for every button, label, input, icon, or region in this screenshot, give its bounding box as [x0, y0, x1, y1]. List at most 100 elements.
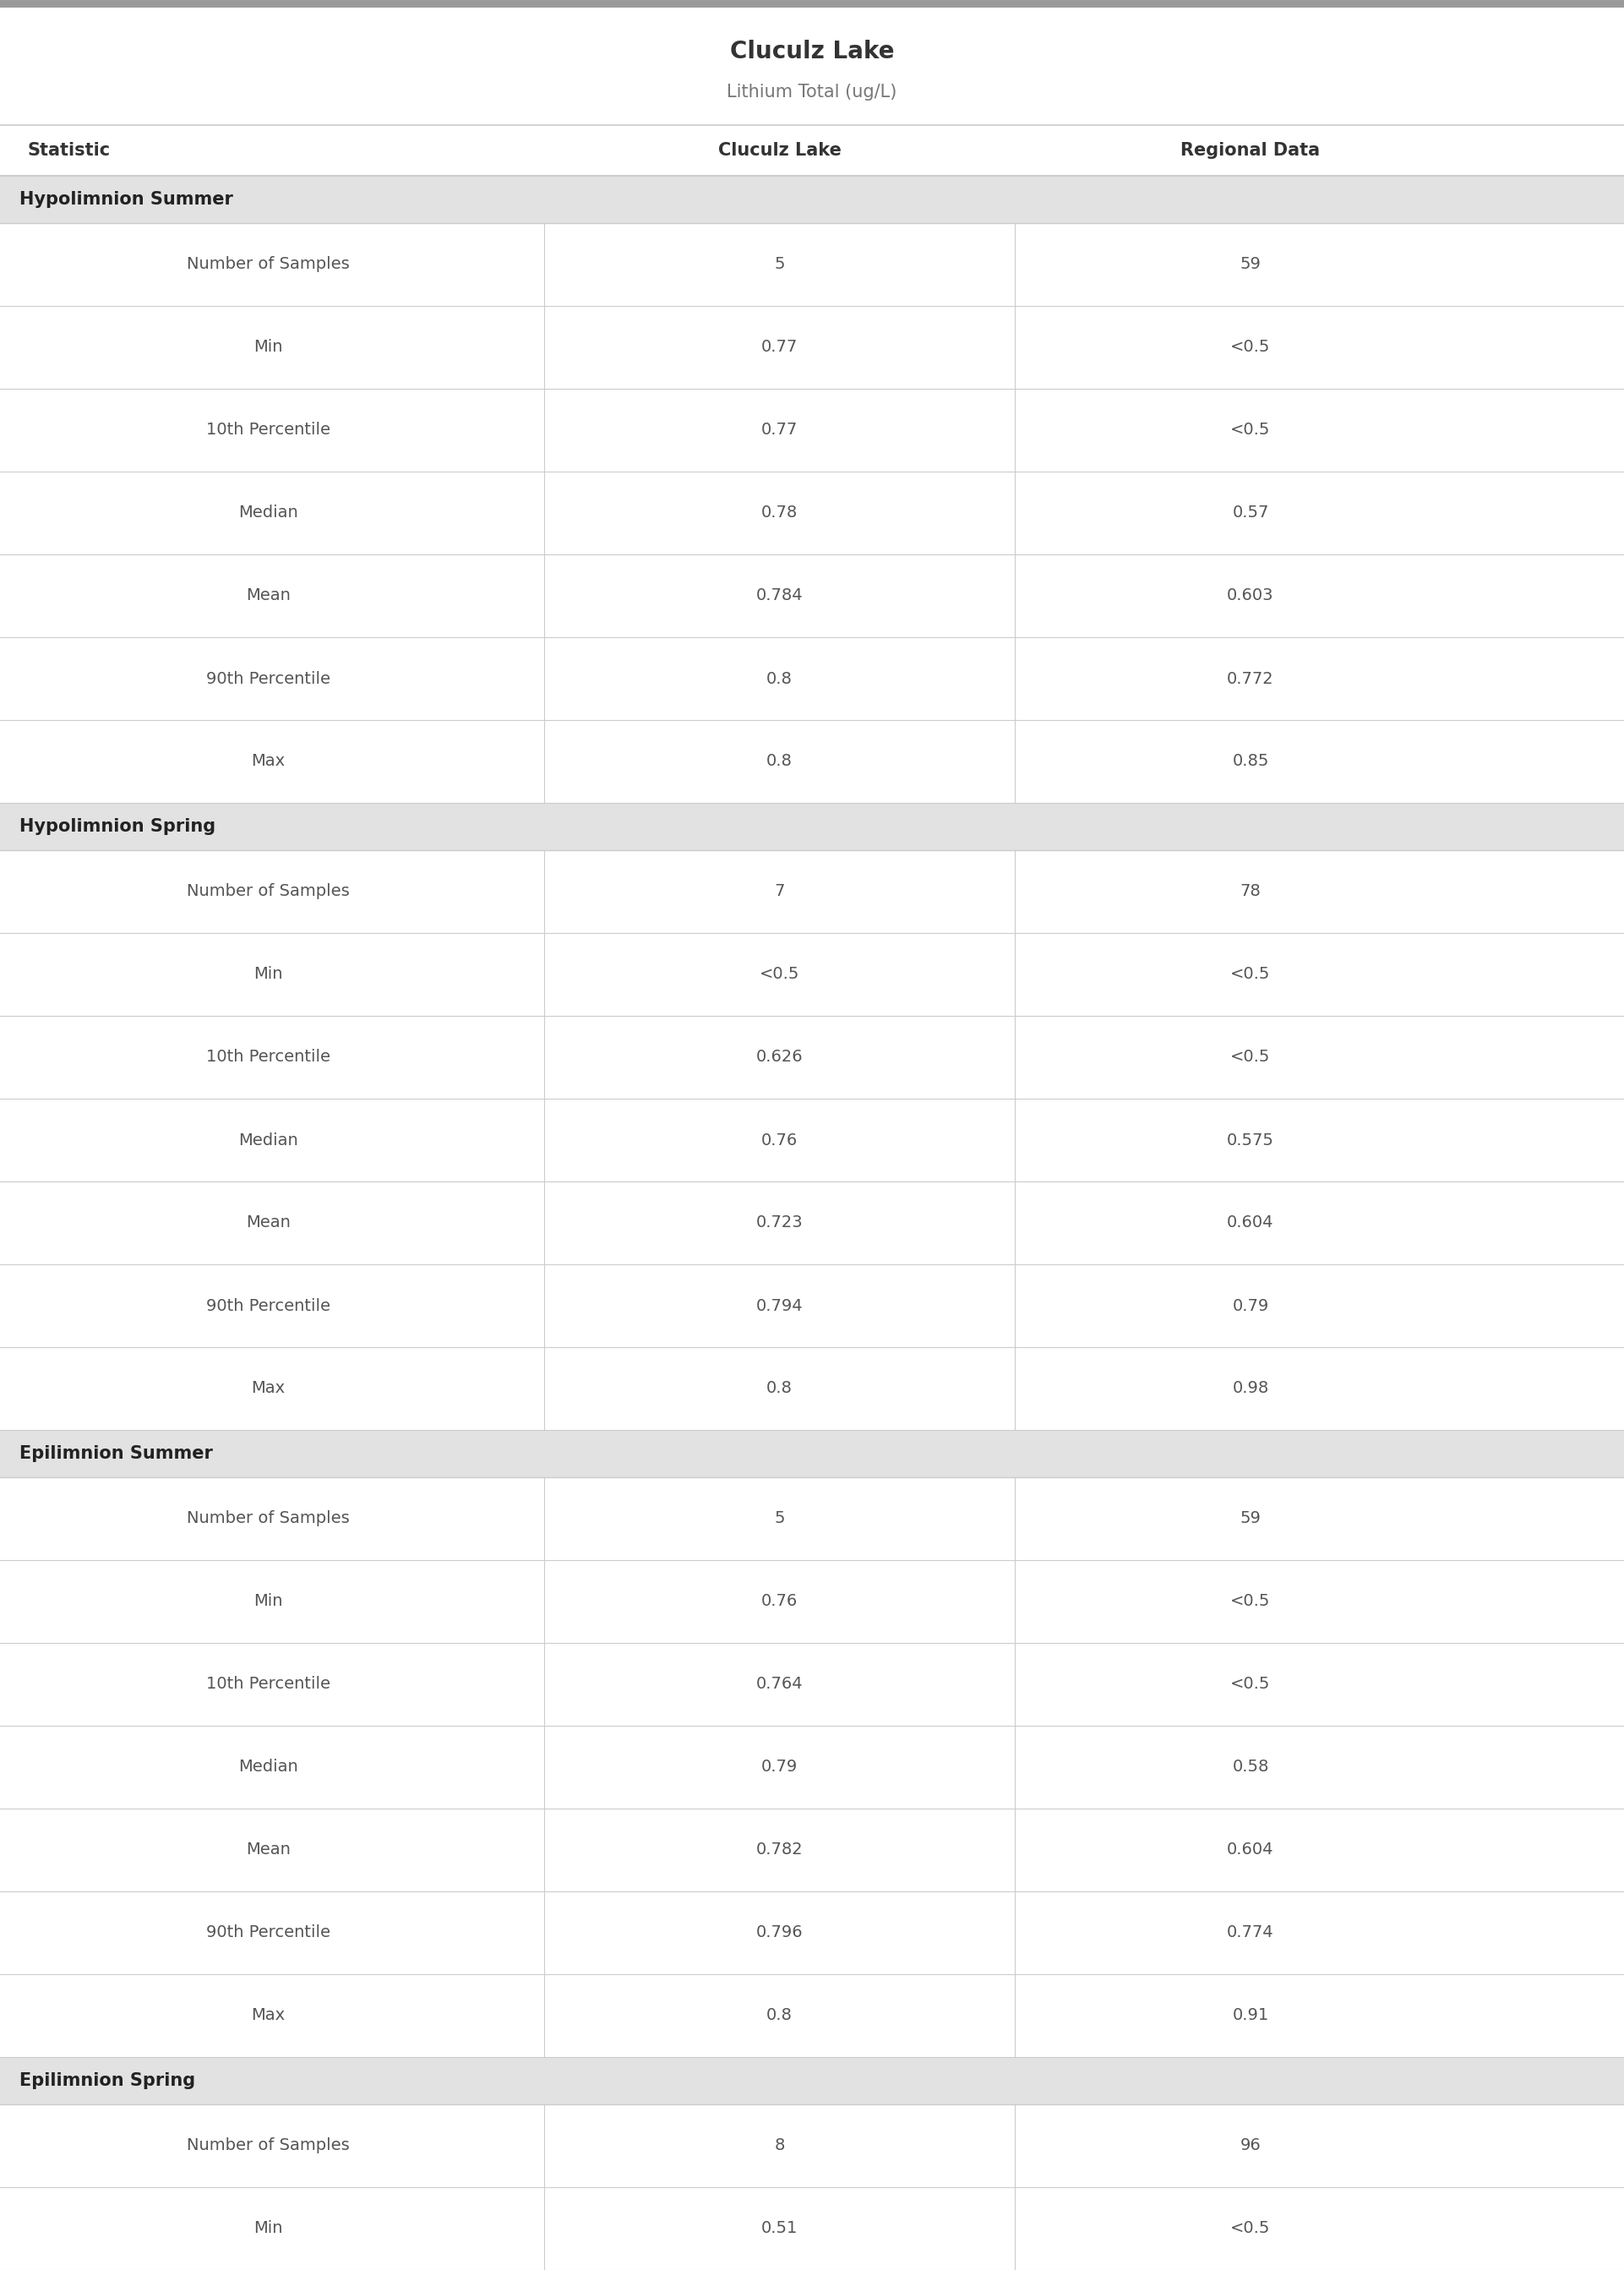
Text: Epilimnion Summer: Epilimnion Summer	[19, 1446, 213, 1462]
Text: 0.91: 0.91	[1233, 2007, 1268, 2023]
Text: 90th Percentile: 90th Percentile	[206, 670, 330, 686]
Text: 0.79: 0.79	[762, 1759, 797, 1775]
Text: Hypolimnion Spring: Hypolimnion Spring	[19, 817, 216, 835]
Text: 7: 7	[775, 883, 784, 899]
Text: <0.5: <0.5	[1231, 2220, 1270, 2236]
Text: 0.8: 0.8	[767, 670, 793, 686]
Text: 90th Percentile: 90th Percentile	[206, 1298, 330, 1314]
Text: Min: Min	[253, 1594, 283, 1609]
Bar	[0, 2104, 1624, 2188]
Text: 0.77: 0.77	[762, 422, 797, 438]
Text: Number of Samples: Number of Samples	[187, 1510, 349, 1528]
Text: Min: Min	[253, 2220, 283, 2236]
Text: 0.723: 0.723	[757, 1214, 802, 1230]
Text: <0.5: <0.5	[760, 967, 799, 983]
Text: 5: 5	[775, 1510, 784, 1528]
Text: 0.57: 0.57	[1233, 504, 1268, 522]
Text: 96: 96	[1241, 2138, 1260, 2154]
Text: <0.5: <0.5	[1231, 1049, 1270, 1065]
Text: Statistic: Statistic	[28, 143, 110, 159]
Text: Median: Median	[239, 1759, 297, 1775]
Text: 0.76: 0.76	[762, 1594, 797, 1609]
Text: Min: Min	[253, 338, 283, 356]
Text: 0.604: 0.604	[1228, 1214, 1273, 1230]
Text: 78: 78	[1241, 883, 1260, 899]
Bar	[0, 554, 1624, 638]
Text: 0.794: 0.794	[757, 1298, 802, 1314]
Text: Mean: Mean	[245, 588, 291, 604]
Bar	[0, 1809, 1624, 1891]
Text: 0.8: 0.8	[767, 754, 793, 770]
Text: Cluculz Lake: Cluculz Lake	[729, 41, 895, 64]
Bar	[0, 1180, 1624, 1264]
Bar	[0, 804, 1624, 851]
Text: 0.604: 0.604	[1228, 1841, 1273, 1859]
Text: 10th Percentile: 10th Percentile	[206, 422, 330, 438]
Text: 0.79: 0.79	[1233, 1298, 1268, 1314]
Text: 0.772: 0.772	[1228, 670, 1273, 686]
Text: Max: Max	[252, 1380, 284, 1396]
Text: 10th Percentile: 10th Percentile	[206, 1049, 330, 1065]
Text: Lithium Total (ug/L): Lithium Total (ug/L)	[728, 84, 896, 100]
Text: 0.51: 0.51	[762, 2220, 797, 2236]
Bar	[0, 1559, 1624, 1643]
Bar	[0, 1478, 1624, 1559]
Text: 59: 59	[1241, 257, 1260, 272]
Bar	[0, 388, 1624, 472]
Bar	[0, 2188, 1624, 2270]
Text: Number of Samples: Number of Samples	[187, 257, 349, 272]
Bar	[0, 638, 1624, 720]
Text: 0.78: 0.78	[762, 504, 797, 522]
Bar	[0, 933, 1624, 1017]
Text: 0.626: 0.626	[757, 1049, 802, 1065]
Text: <0.5: <0.5	[1231, 422, 1270, 438]
Text: <0.5: <0.5	[1231, 338, 1270, 356]
Text: 0.76: 0.76	[762, 1133, 797, 1149]
Bar	[0, 1975, 1624, 2057]
Text: <0.5: <0.5	[1231, 1675, 1270, 1693]
Text: <0.5: <0.5	[1231, 967, 1270, 983]
Text: Median: Median	[239, 504, 297, 522]
Text: 0.603: 0.603	[1228, 588, 1273, 604]
Text: 10th Percentile: 10th Percentile	[206, 1675, 330, 1693]
Text: 0.8: 0.8	[767, 1380, 793, 1396]
Text: 0.8: 0.8	[767, 2007, 793, 2023]
Bar	[0, 1643, 1624, 1725]
Bar	[0, 1430, 1624, 1478]
Text: Number of Samples: Number of Samples	[187, 2138, 349, 2154]
Text: Regional Data: Regional Data	[1181, 143, 1320, 159]
Bar	[0, 720, 1624, 804]
Bar	[0, 1725, 1624, 1809]
Text: 8: 8	[775, 2138, 784, 2154]
Text: 0.85: 0.85	[1233, 754, 1268, 770]
Text: Hypolimnion Summer: Hypolimnion Summer	[19, 191, 234, 209]
Bar	[0, 472, 1624, 554]
Text: 0.782: 0.782	[757, 1841, 802, 1859]
Text: Max: Max	[252, 2007, 284, 2023]
Text: Max: Max	[252, 754, 284, 770]
Text: Mean: Mean	[245, 1841, 291, 1859]
Bar	[0, 1264, 1624, 1346]
Text: Mean: Mean	[245, 1214, 291, 1230]
Text: 0.784: 0.784	[757, 588, 802, 604]
Bar	[0, 175, 1624, 222]
Text: Epilimnion Spring: Epilimnion Spring	[19, 2073, 195, 2088]
Text: 59: 59	[1241, 1510, 1260, 1528]
Bar	[0, 1099, 1624, 1180]
Text: 0.796: 0.796	[757, 1925, 802, 1941]
Text: 0.77: 0.77	[762, 338, 797, 356]
Text: 0.575: 0.575	[1226, 1133, 1275, 1149]
Text: Number of Samples: Number of Samples	[187, 883, 349, 899]
Text: 5: 5	[775, 257, 784, 272]
Text: 0.58: 0.58	[1233, 1759, 1268, 1775]
Bar	[0, 2057, 1624, 2104]
Bar	[0, 222, 1624, 306]
Bar	[0, 1891, 1624, 1975]
Text: 90th Percentile: 90th Percentile	[206, 1925, 330, 1941]
Text: Median: Median	[239, 1133, 297, 1149]
Text: Cluculz Lake: Cluculz Lake	[718, 143, 841, 159]
Text: 0.98: 0.98	[1233, 1380, 1268, 1396]
Text: 0.774: 0.774	[1228, 1925, 1273, 1941]
Text: Min: Min	[253, 967, 283, 983]
Text: <0.5: <0.5	[1231, 1594, 1270, 1609]
